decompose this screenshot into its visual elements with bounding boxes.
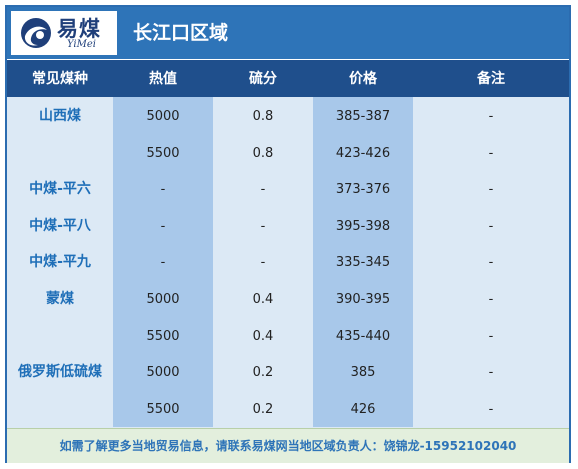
table-row: 山西煤 5000 0.8 385-387 - xyxy=(7,98,569,135)
note-cell: - xyxy=(488,182,494,198)
coal-type-cell xyxy=(7,318,113,355)
note-cell: - xyxy=(488,401,494,417)
sulfur-cell: - xyxy=(260,182,266,198)
coal-type-cell: 山西煤 xyxy=(39,108,81,124)
table-row: 5500 0.2 426 - xyxy=(7,391,569,428)
price-cell: 423-426 xyxy=(335,145,391,161)
price-cell: 395-398 xyxy=(335,218,391,234)
heat-cell: 5500 xyxy=(146,145,180,161)
note-cell: - xyxy=(488,255,494,271)
heat-cell: 5000 xyxy=(146,292,180,307)
price-cell: 385-387 xyxy=(335,109,391,124)
contact-footer: 如需了解更多当地贸易信息，请联系易煤网当地区域负责人：饶锦龙-159521020… xyxy=(7,428,569,463)
heat-cell: 5500 xyxy=(146,328,180,344)
sulfur-cell: 0.4 xyxy=(252,328,274,344)
logo-text-en: YiMei xyxy=(67,39,96,50)
table-row: 蒙煤 5000 0.4 390-395 - xyxy=(7,281,569,318)
title-bar: 易煤 YiMei 长江口区域 xyxy=(7,7,569,59)
column-header-heat: 热值 xyxy=(149,71,177,87)
coal-type-cell: 俄罗斯低硫煤 xyxy=(18,364,102,381)
heat-column-shade xyxy=(113,97,213,427)
table-header: 常见煤种 热值 硫分 价格 备注 xyxy=(7,59,569,97)
heat-cell: 5500 xyxy=(146,401,180,417)
table-row: 中煤-平八 - - 395-398 - xyxy=(7,208,569,245)
logo-text-cn: 易煤 xyxy=(57,17,101,41)
heat-cell: - xyxy=(160,255,166,271)
coal-type-cell: 蒙煤 xyxy=(46,291,74,307)
price-cell: 426 xyxy=(350,401,376,417)
swirl-logo-icon xyxy=(21,18,51,48)
table-row: 俄罗斯低硫煤 5000 0.2 385 - xyxy=(7,354,569,391)
table-row: 中煤-平九 - - 335-345 - xyxy=(7,244,569,281)
coal-type-cell: 中煤-平九 xyxy=(29,254,91,271)
note-cell: - xyxy=(488,328,494,344)
table-row: 5500 0.4 435-440 - xyxy=(7,318,569,355)
coal-type-cell: 中煤-平六 xyxy=(29,181,91,198)
sulfur-cell: 0.2 xyxy=(252,401,274,417)
price-cell: 335-345 xyxy=(335,255,391,271)
coal-type-cell: 中煤-平八 xyxy=(29,217,91,234)
sulfur-cell: - xyxy=(260,255,266,271)
note-cell: - xyxy=(488,218,494,234)
price-cell: 435-440 xyxy=(335,328,391,344)
sulfur-cell: 0.8 xyxy=(252,145,274,161)
price-table-panel: 易煤 YiMei 长江口区域 常见煤种 热值 硫分 价格 备注 山西煤 5000 0… xyxy=(5,5,571,463)
table-row: 中煤-平六 - - 373-376 - xyxy=(7,171,569,208)
column-header-coal-type: 常见煤种 xyxy=(32,71,88,87)
price-cell: 385 xyxy=(350,365,376,381)
sulfur-cell: 0.4 xyxy=(252,292,274,307)
column-header-note: 备注 xyxy=(477,71,505,87)
coal-type-cell xyxy=(7,391,113,428)
heat-cell: - xyxy=(160,182,166,198)
heat-cell: 5000 xyxy=(146,109,180,124)
table-row: 5500 0.8 423-426 - xyxy=(7,135,569,172)
column-header-price: 价格 xyxy=(349,71,377,87)
price-cell: 373-376 xyxy=(335,182,391,198)
region-title: 长江口区域 xyxy=(133,22,229,44)
sulfur-cell: 0.8 xyxy=(252,109,274,124)
heat-cell: - xyxy=(160,218,166,234)
sulfur-cell: - xyxy=(260,218,266,234)
note-cell: - xyxy=(488,292,494,307)
coal-type-cell xyxy=(7,135,113,172)
price-cell: 390-395 xyxy=(335,292,391,307)
price-column-shade xyxy=(313,97,413,427)
sulfur-cell: 0.2 xyxy=(252,365,274,381)
heat-cell: 5000 xyxy=(146,365,180,381)
logo: 易煤 YiMei xyxy=(11,11,117,55)
note-cell: - xyxy=(488,109,494,124)
column-header-sulfur: 硫分 xyxy=(249,71,277,87)
note-cell: - xyxy=(488,145,494,161)
note-cell: - xyxy=(488,365,494,381)
